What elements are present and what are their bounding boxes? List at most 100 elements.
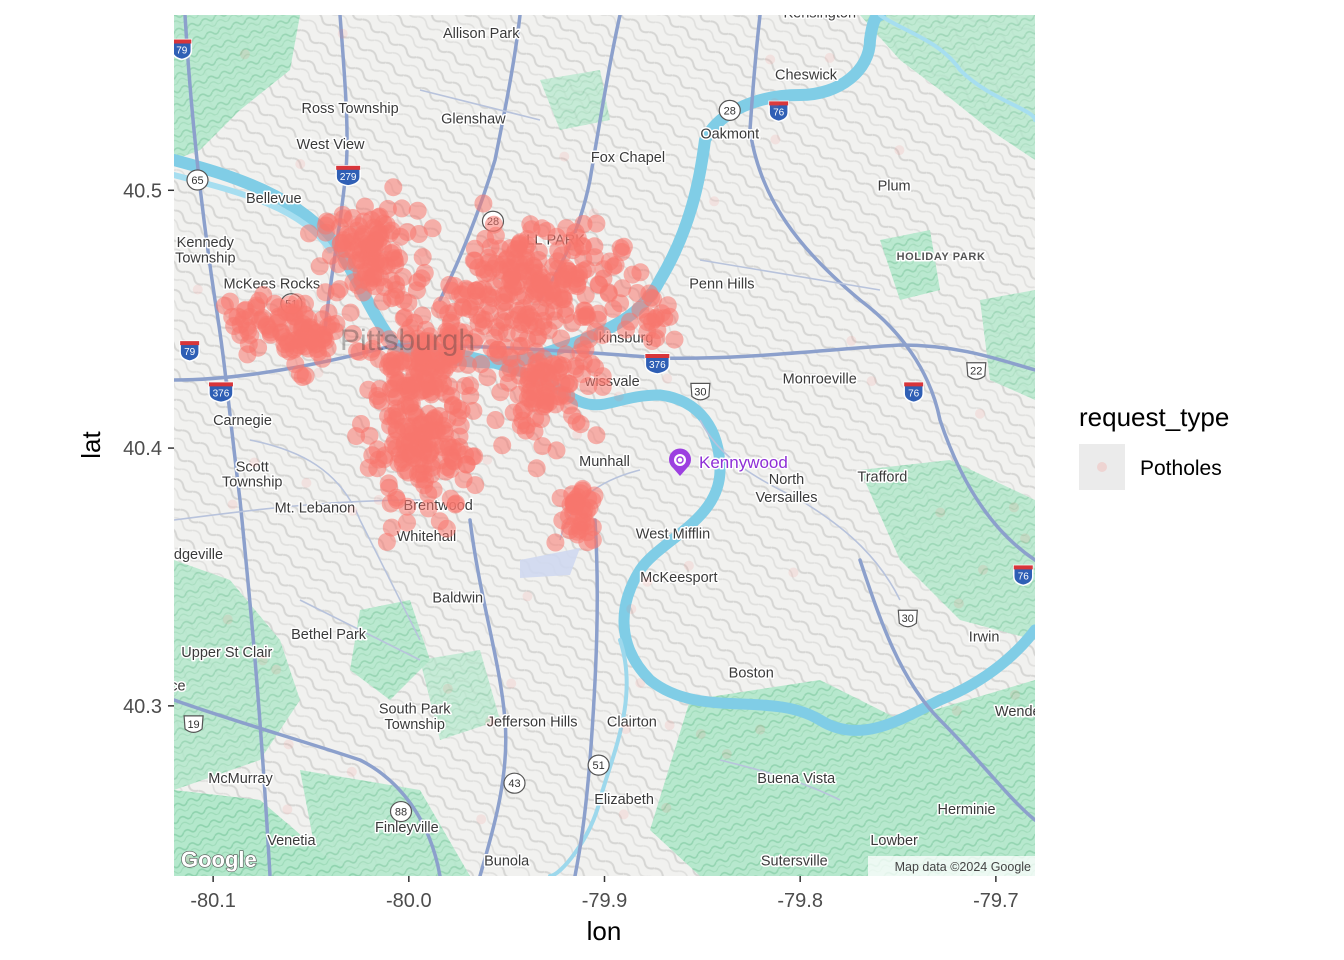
pothole-point bbox=[392, 199, 411, 218]
pothole-point bbox=[382, 413, 393, 424]
pothole-point bbox=[382, 518, 401, 537]
pothole-point bbox=[359, 458, 378, 477]
legend-point bbox=[1097, 462, 1107, 472]
svg-text:22: 22 bbox=[970, 366, 982, 378]
route-shield-icon: 88 bbox=[389, 800, 413, 823]
pothole-point bbox=[380, 330, 399, 349]
pothole-point bbox=[459, 355, 477, 374]
pothole-point bbox=[239, 49, 250, 60]
pothole-point bbox=[543, 368, 562, 387]
svg-text:79: 79 bbox=[184, 347, 196, 358]
y-axis-title: lat bbox=[76, 430, 106, 458]
pothole-point bbox=[454, 470, 473, 489]
pothole-points bbox=[184, 28, 1031, 866]
pothole-point bbox=[493, 436, 512, 455]
pothole-point bbox=[373, 494, 384, 505]
route-shield-icon: 65 bbox=[186, 169, 209, 191]
place-label: McKees Rocks bbox=[223, 276, 320, 292]
pothole-point bbox=[571, 343, 590, 362]
pothole-point bbox=[638, 313, 657, 331]
place-label: Bethel Park bbox=[291, 627, 367, 643]
place-label: Clairton bbox=[607, 714, 657, 730]
pothole-point bbox=[375, 450, 394, 469]
pothole-point bbox=[620, 312, 639, 331]
pothole-point bbox=[510, 337, 529, 355]
route-shield-icon: 279 bbox=[335, 165, 361, 187]
place-label: Oakmont bbox=[700, 127, 759, 143]
pothole-point bbox=[568, 522, 587, 541]
pothole-point bbox=[300, 224, 318, 243]
pothole-point bbox=[652, 304, 671, 323]
pothole-point bbox=[388, 422, 407, 441]
pothole-point bbox=[346, 766, 357, 777]
pothole-point bbox=[436, 385, 455, 403]
place-label: Mt. Lebanon bbox=[275, 501, 356, 517]
pothole-point bbox=[413, 248, 432, 267]
pothole-point bbox=[347, 505, 358, 516]
place-label: Ross Township bbox=[301, 101, 398, 117]
place-label: North bbox=[769, 472, 804, 488]
pothole-point bbox=[574, 215, 593, 233]
place-label: South Park bbox=[379, 702, 451, 718]
pothole-point bbox=[283, 739, 294, 750]
pothole-point bbox=[470, 450, 481, 461]
pothole-point bbox=[441, 460, 460, 479]
pothole-point bbox=[623, 265, 642, 284]
place-label: Glenshaw bbox=[441, 111, 506, 127]
park-label: HOLIDAY PARK bbox=[897, 251, 986, 263]
pothole-point bbox=[721, 749, 732, 759]
pothole-point bbox=[788, 567, 799, 578]
pothole-point bbox=[514, 299, 533, 318]
pothole-point bbox=[824, 52, 835, 63]
pothole-point bbox=[935, 507, 946, 518]
pothole-point bbox=[566, 497, 584, 515]
place-label: Finleyville bbox=[375, 820, 439, 836]
place-label: Fox Chapel bbox=[591, 150, 665, 166]
pothole-point bbox=[635, 678, 646, 688]
place-label: Bunola bbox=[484, 854, 530, 870]
svg-text:28: 28 bbox=[724, 105, 736, 117]
pothole-point bbox=[301, 477, 312, 488]
pothole-point bbox=[391, 227, 410, 246]
pothole-point bbox=[664, 720, 675, 731]
pothole-point bbox=[369, 349, 388, 368]
pothole-point bbox=[472, 355, 491, 374]
pothole-point bbox=[469, 314, 488, 332]
pothole-point bbox=[379, 474, 398, 493]
place-label: Boston bbox=[729, 666, 774, 682]
pothole-point bbox=[344, 273, 363, 292]
svg-text:76: 76 bbox=[908, 388, 920, 399]
pothole-point bbox=[249, 338, 268, 357]
svg-text:51: 51 bbox=[593, 760, 605, 772]
pothole-point bbox=[593, 367, 612, 386]
pothole-point bbox=[249, 457, 260, 468]
pothole-point bbox=[476, 814, 487, 825]
pothole-point bbox=[409, 225, 428, 243]
pothole-point bbox=[310, 257, 329, 276]
pothole-point bbox=[644, 289, 662, 308]
city-label: Pittsburgh bbox=[340, 324, 475, 357]
place-label: Cheswick bbox=[775, 67, 838, 83]
place-label: Carnegie bbox=[213, 413, 272, 429]
pothole-point bbox=[559, 151, 570, 162]
kennywood-poi[interactable]: Kennywood bbox=[669, 448, 789, 476]
pothole-point bbox=[355, 197, 374, 216]
place-label: Kensington bbox=[783, 6, 856, 22]
pothole-point bbox=[573, 236, 592, 255]
pothole-point bbox=[316, 283, 335, 302]
pothole-point bbox=[296, 366, 315, 385]
pothole-point bbox=[567, 412, 586, 431]
pothole-point bbox=[417, 246, 428, 257]
x-tick-label: -80.0 bbox=[386, 890, 432, 912]
pothole-point bbox=[377, 532, 396, 551]
pothole-point bbox=[456, 279, 475, 298]
pothole-point bbox=[1020, 533, 1031, 544]
route-shield-icon: 376 bbox=[644, 353, 671, 375]
pothole-point bbox=[286, 307, 305, 326]
pothole-point bbox=[497, 324, 516, 343]
pothole-point bbox=[362, 210, 381, 229]
x-tick-label: -79.8 bbox=[777, 890, 823, 912]
pothole-point bbox=[337, 28, 348, 39]
pothole-point bbox=[456, 339, 475, 358]
route-shield-icon: 30 bbox=[897, 609, 918, 628]
